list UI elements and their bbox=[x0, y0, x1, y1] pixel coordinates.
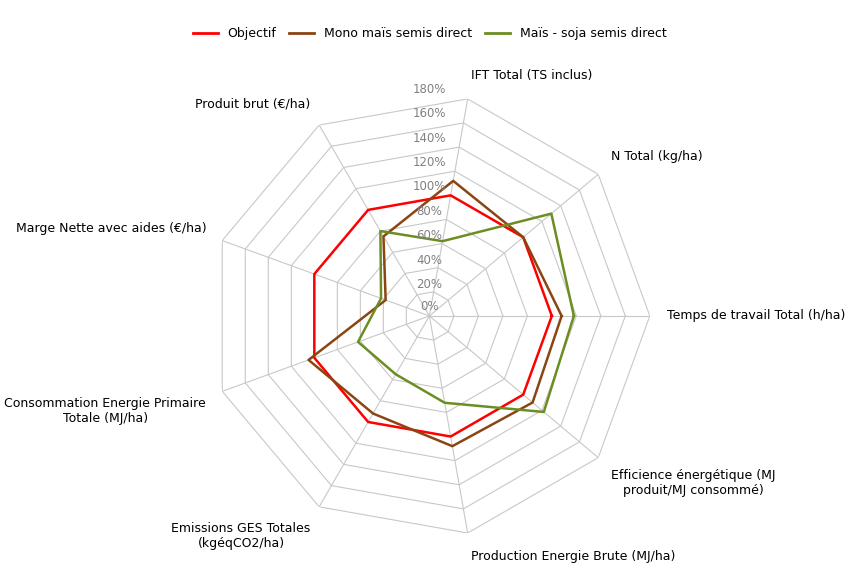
Text: Marge Nette avec aides (€/ha): Marge Nette avec aides (€/ha) bbox=[15, 222, 207, 235]
Legend: Objectif, Mono maïs semis direct, Maïs - soja semis direct: Objectif, Mono maïs semis direct, Maïs -… bbox=[188, 22, 672, 46]
Text: Produit brut (€/ha): Produit brut (€/ha) bbox=[196, 97, 310, 110]
Text: Emissions GES Totales
(kgéqCO2/ha): Emissions GES Totales (kgéqCO2/ha) bbox=[172, 522, 310, 550]
Text: 40%: 40% bbox=[416, 254, 442, 267]
Text: 80%: 80% bbox=[416, 205, 442, 218]
Text: Production Energie Brute (MJ/ha): Production Energie Brute (MJ/ha) bbox=[471, 550, 675, 563]
Text: N Total (kg/ha): N Total (kg/ha) bbox=[611, 150, 703, 164]
Text: Temps de travail Total (h/ha): Temps de travail Total (h/ha) bbox=[667, 310, 845, 322]
Text: 120%: 120% bbox=[412, 156, 446, 169]
Text: 160%: 160% bbox=[412, 107, 446, 120]
Text: 100%: 100% bbox=[413, 180, 446, 193]
Text: 60%: 60% bbox=[416, 230, 442, 242]
Text: 180%: 180% bbox=[413, 82, 446, 96]
Text: Efficience énergétique (MJ
produit/MJ consommé): Efficience énergétique (MJ produit/MJ co… bbox=[611, 468, 776, 496]
Text: Consommation Energie Primaire
Totale (MJ/ha): Consommation Energie Primaire Totale (MJ… bbox=[4, 397, 207, 425]
Text: 0%: 0% bbox=[420, 301, 439, 314]
Text: IFT Total (TS inclus): IFT Total (TS inclus) bbox=[471, 69, 592, 82]
Text: 20%: 20% bbox=[416, 279, 442, 291]
Text: 140%: 140% bbox=[412, 131, 446, 144]
